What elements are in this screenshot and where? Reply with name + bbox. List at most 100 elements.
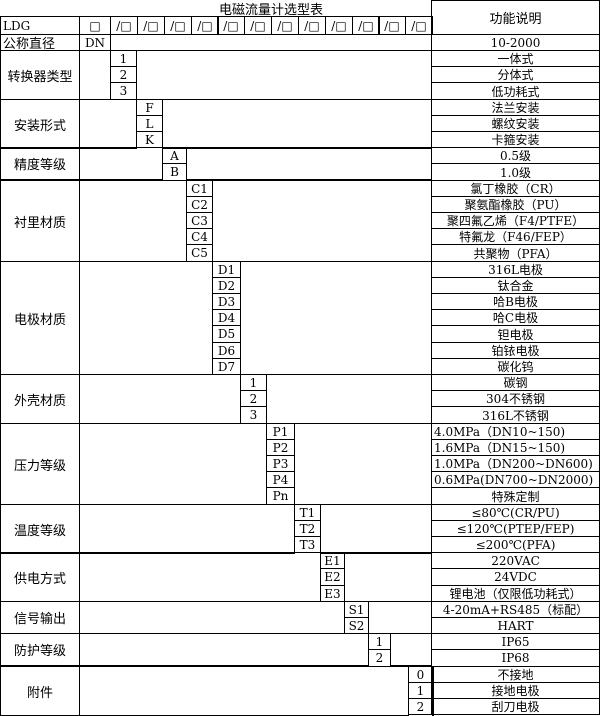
blank-cell bbox=[294, 423, 432, 505]
model-prefix: LDG bbox=[0, 16, 80, 35]
option-description: ≤120℃(PTEP/FEP) bbox=[431, 520, 600, 537]
blank-cell bbox=[79, 666, 409, 716]
option-code: 1 bbox=[368, 633, 391, 650]
blank-cell bbox=[240, 261, 432, 375]
option-code: C2 bbox=[186, 196, 213, 213]
option-code: Pn bbox=[266, 487, 295, 505]
blank-cell bbox=[79, 601, 345, 634]
group-label: 安装形式 bbox=[0, 99, 80, 149]
header-box: /□ bbox=[378, 16, 406, 35]
option-code: 2 bbox=[240, 390, 267, 407]
option-description: 不接地 bbox=[431, 666, 600, 683]
group-label: 外壳材质 bbox=[0, 374, 80, 424]
blank-cell bbox=[79, 504, 295, 554]
option-description: 钽电极 bbox=[431, 325, 600, 343]
blank-cell bbox=[79, 50, 111, 100]
group-label: 衬里材质 bbox=[0, 180, 80, 262]
option-code: D5 bbox=[212, 325, 241, 343]
option-code: T3 bbox=[294, 536, 321, 553]
blank-cell bbox=[79, 633, 369, 666]
group-label: 电极材质 bbox=[0, 261, 80, 375]
option-code: 2 bbox=[408, 698, 433, 715]
group-label: 信号输出 bbox=[0, 601, 80, 634]
option-code: D2 bbox=[212, 277, 241, 294]
option-description: 刮刀电极 bbox=[431, 698, 600, 715]
nominal-diameter-desc: 10-2000 bbox=[431, 34, 600, 51]
option-description: 1.6MPa（DN15~150) bbox=[431, 439, 600, 456]
option-description: 4.0MPa（DN10~150) bbox=[431, 423, 600, 440]
option-description: 220VAC bbox=[431, 552, 600, 569]
option-description: 哈B电极 bbox=[431, 293, 600, 310]
option-description: 卡箍安装 bbox=[431, 131, 600, 148]
option-description: 哈C电极 bbox=[431, 309, 600, 326]
blank-cell bbox=[162, 99, 432, 149]
blank-cell bbox=[186, 147, 432, 180]
option-description: 316L不锈钢 bbox=[431, 406, 600, 424]
group-label: 压力等级 bbox=[0, 423, 80, 505]
option-code: S2 bbox=[344, 617, 369, 634]
option-code: C5 bbox=[186, 244, 213, 262]
header-box: /□ bbox=[298, 16, 326, 35]
option-code: 0 bbox=[408, 666, 433, 683]
option-description: 氯丁橡胶（CR） bbox=[431, 180, 600, 197]
blank-cell bbox=[79, 147, 163, 180]
option-code: F bbox=[136, 99, 163, 116]
option-description: 特殊定制 bbox=[431, 487, 600, 505]
option-description: HART bbox=[431, 617, 600, 634]
header-box-dn: □ bbox=[79, 16, 111, 35]
option-description: 聚氨酯橡胶（PU） bbox=[431, 196, 600, 213]
option-description: IP68 bbox=[431, 649, 600, 667]
option-description: 1.0MPa（DN200~DN600) bbox=[431, 455, 600, 472]
group-label: 防护等级 bbox=[0, 633, 80, 666]
header-box: /□ bbox=[405, 16, 433, 35]
option-description: 锂电池（仅限低功耗式） bbox=[431, 585, 600, 602]
group-label: 精度等级 bbox=[0, 147, 80, 180]
header-box: /□ bbox=[271, 16, 299, 35]
option-description: ≤80℃(CR/PU) bbox=[431, 504, 600, 521]
option-code: S1 bbox=[344, 601, 369, 618]
blank-cell bbox=[368, 601, 432, 634]
group-label: 附件 bbox=[0, 666, 80, 716]
blank-cell bbox=[136, 50, 432, 100]
option-description: 螺纹安装 bbox=[431, 115, 600, 132]
option-code: D4 bbox=[212, 309, 241, 326]
option-code: D3 bbox=[212, 293, 241, 310]
option-code: B bbox=[162, 163, 187, 181]
nominal-diameter-label: 公称直径 bbox=[0, 34, 80, 51]
group-label: 转换器类型 bbox=[0, 50, 80, 100]
header-box: /□ bbox=[137, 16, 165, 35]
header-box: /□ bbox=[352, 16, 380, 35]
option-code: 2 bbox=[110, 66, 137, 83]
option-description: 碳化钨 bbox=[431, 358, 600, 375]
option-description: 0.5级 bbox=[431, 147, 600, 164]
option-code: D6 bbox=[212, 342, 241, 359]
nominal-diameter-code: DN bbox=[79, 34, 111, 51]
option-description: 低功耗式 bbox=[431, 82, 600, 100]
option-description: 304不锈钢 bbox=[431, 390, 600, 407]
option-code: 3 bbox=[240, 406, 267, 424]
option-code: 2 bbox=[368, 649, 391, 667]
option-code: C1 bbox=[186, 180, 213, 197]
option-code: 1 bbox=[408, 682, 433, 699]
option-description: 1.0级 bbox=[431, 163, 600, 181]
option-code: P2 bbox=[266, 439, 295, 456]
header-box: /□ bbox=[217, 16, 245, 35]
option-description: 特氟龙（F46/FEP） bbox=[431, 228, 600, 245]
option-description: 316L电极 bbox=[431, 261, 600, 278]
blank-cell bbox=[320, 504, 432, 554]
option-description: 铂铱电极 bbox=[431, 342, 600, 359]
option-description: 一体式 bbox=[431, 50, 600, 67]
blank-cell bbox=[79, 374, 241, 424]
header-box: /□ bbox=[110, 16, 138, 35]
blank-cell bbox=[390, 633, 432, 666]
option-code: 1 bbox=[240, 374, 267, 391]
option-description: 法兰安装 bbox=[431, 99, 600, 116]
option-code: D7 bbox=[212, 358, 241, 375]
option-description: 共聚物（PFA） bbox=[431, 244, 600, 262]
blank-cell bbox=[79, 552, 321, 602]
group-label: 温度等级 bbox=[0, 504, 80, 554]
option-description: 碳钢 bbox=[431, 374, 600, 391]
blank-cell bbox=[266, 374, 432, 424]
table-title: 电磁流量计选型表 bbox=[218, 3, 323, 17]
